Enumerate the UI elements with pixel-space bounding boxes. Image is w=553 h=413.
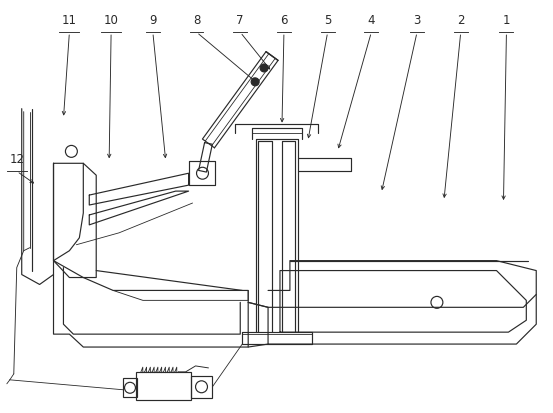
Bar: [191, 376, 212, 398]
Text: 10: 10: [103, 14, 118, 27]
Text: 1: 1: [503, 14, 510, 27]
Text: 12: 12: [9, 153, 24, 166]
Circle shape: [260, 64, 268, 72]
Text: 3: 3: [413, 14, 421, 27]
Circle shape: [251, 78, 259, 86]
Text: 11: 11: [62, 14, 77, 27]
Text: 6: 6: [280, 14, 288, 27]
Text: 5: 5: [324, 14, 331, 27]
Text: 2: 2: [457, 14, 465, 27]
Bar: [123, 378, 137, 397]
Text: 4: 4: [368, 14, 375, 27]
Text: 8: 8: [193, 14, 200, 27]
Text: 9: 9: [149, 14, 156, 27]
Text: 7: 7: [237, 14, 244, 27]
Bar: [136, 372, 191, 400]
